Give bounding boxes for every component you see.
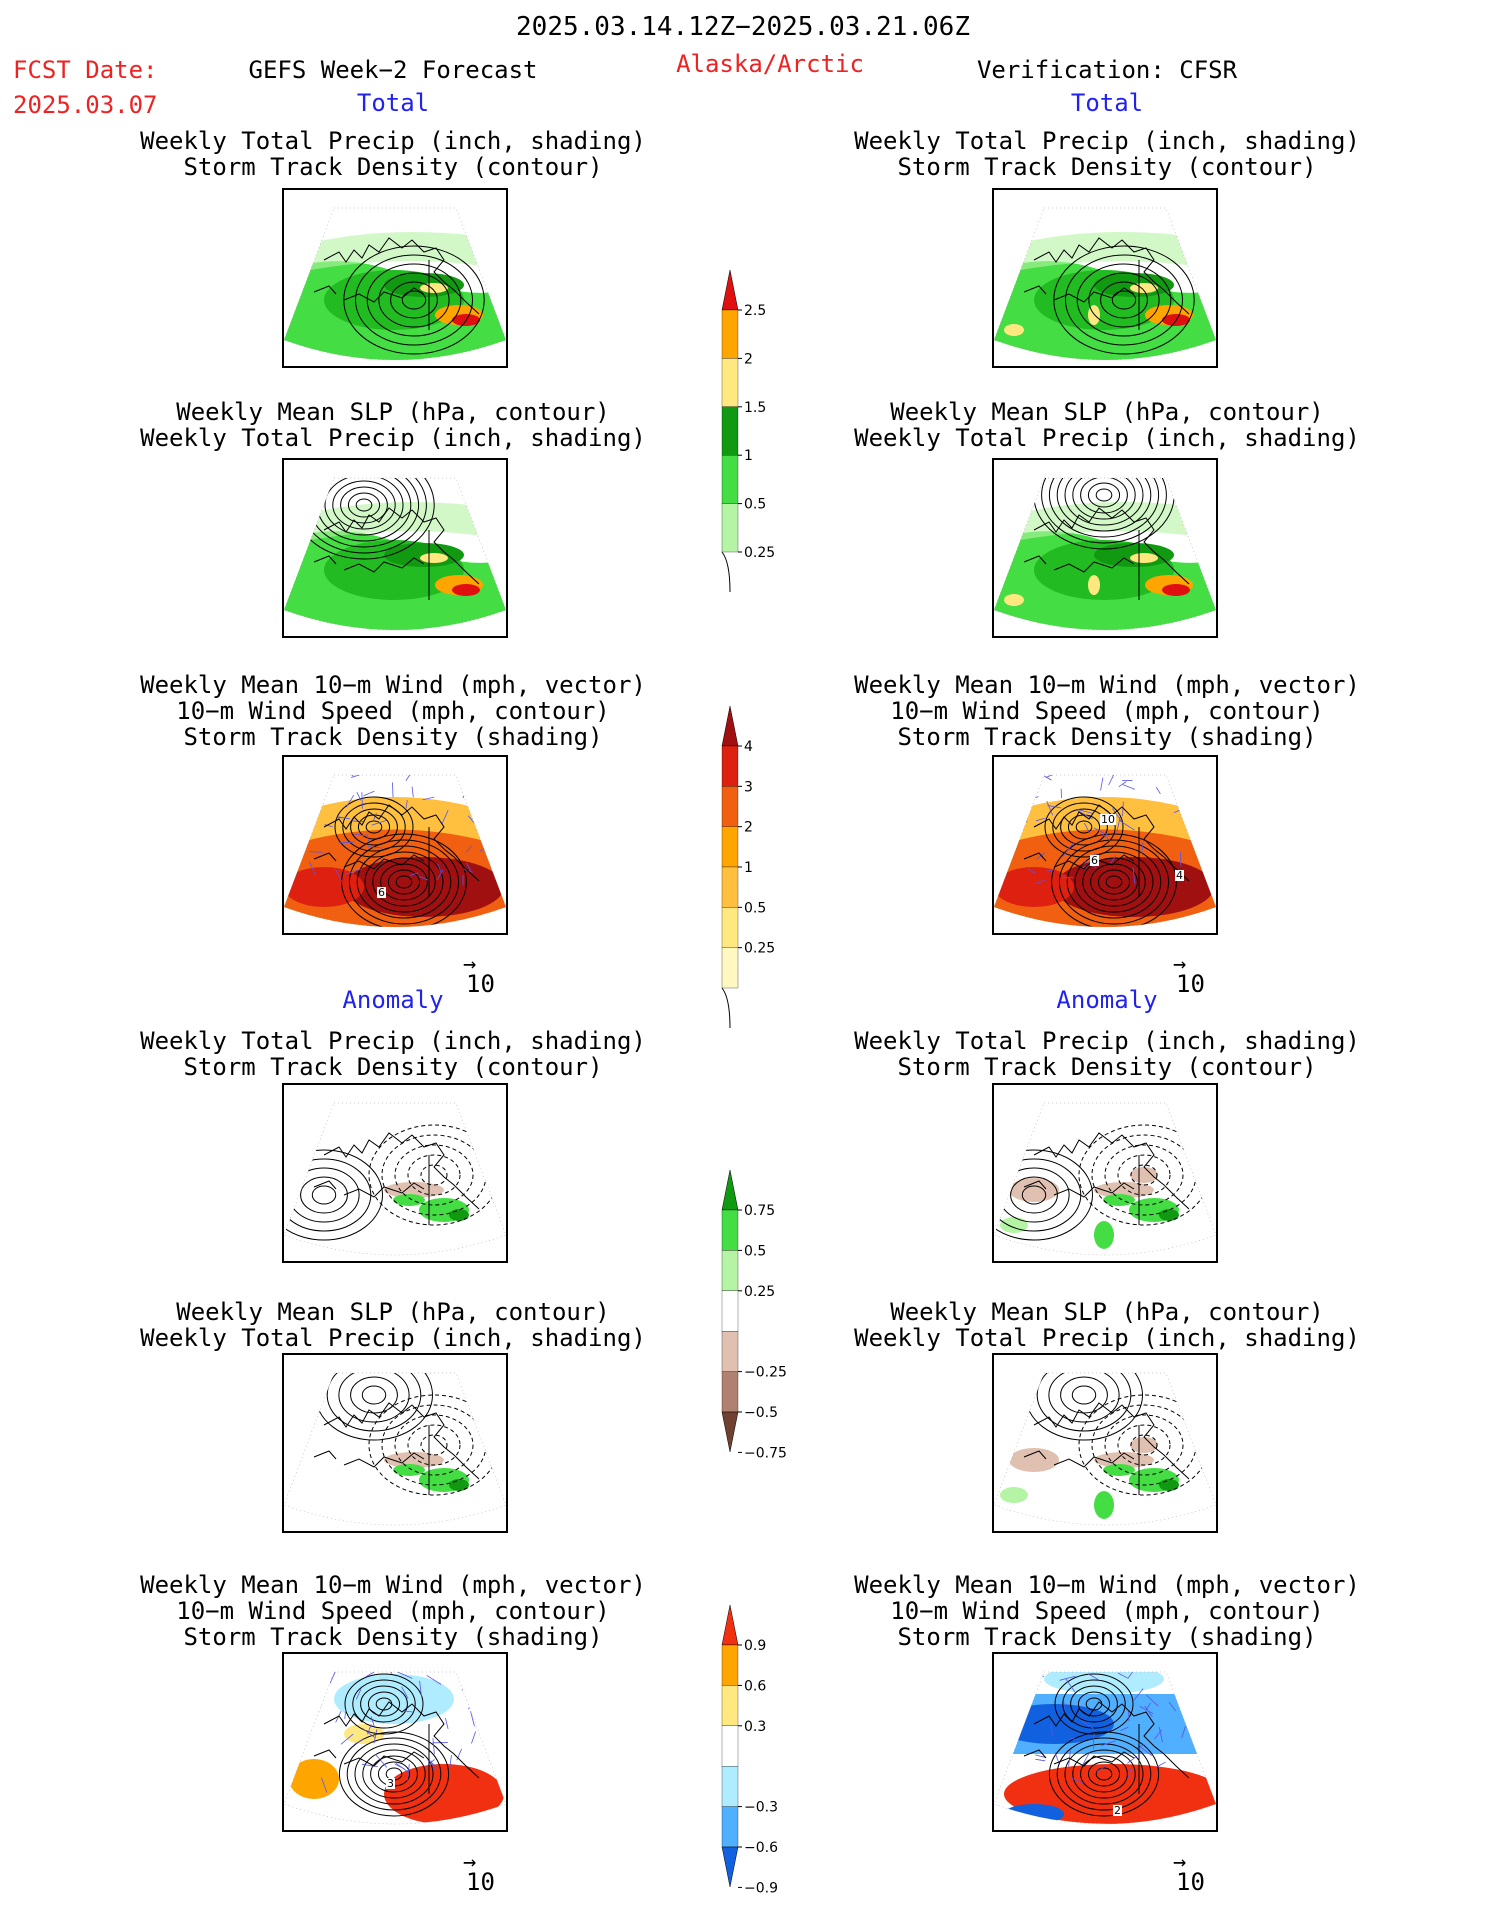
colorbar-track-total: 4 3 2 1 0.5 0.25 [721,705,775,1029]
section-total-right: Total [1070,89,1144,117]
contour-label-wind-total-right-1: 10 [1100,813,1116,826]
title-wind-anom-right-1: Weekly Mean 10−m Wind (mph, vector) [854,1571,1360,1599]
colorbar-tick-label: 0.6 [744,1678,766,1694]
title-wind-anom-left-2: 10−m Wind Speed (mph, contour) [176,1597,610,1625]
title-precip-track-anom-left-2: Storm Track Density (contour) [183,1053,603,1081]
map-slp-anom-right [992,1353,1218,1533]
colorbar-tick-label: 0.25 [744,545,775,561]
colorbar-tick-label: 2 [744,820,753,836]
title-slp-anom-left-2: Weekly Total Precip (inch, shading) [140,1324,646,1352]
map-wind-total-left [282,755,508,935]
colorbar-tick-label: −0.6 [744,1840,778,1856]
title-precip-track-total-left-2: Storm Track Density (contour) [183,153,603,181]
colorbar-tick-label: 0.9 [744,1638,766,1654]
ref-arrow-icon-total-right: → [1173,952,1187,977]
map-precip-track-anom-left [282,1083,508,1263]
colorbar-tick-label: 0.25 [744,1284,775,1300]
contour-label-wind-total-right-3: 4 [1175,869,1184,882]
title-slp-total-left-1: Weekly Mean SLP (hPa, contour) [176,398,610,426]
colorbar-tick-label: −0.5 [744,1405,778,1421]
ref-arrow-icon-total-left: → [463,952,477,977]
colorbar-tick-label: 0.5 [744,497,766,513]
ref-vector-anom-left: 10 [466,1868,495,1896]
fcst-date: 2025.03.07 [13,91,158,119]
title-wind-anom-left-3: Storm Track Density (shading) [183,1623,603,1651]
title-wind-total-left-3: Storm Track Density (shading) [183,723,603,751]
map-slp-anom-left [282,1353,508,1533]
title-wind-total-left-2: 10−m Wind Speed (mph, contour) [176,697,610,725]
colorbar-precip-anom: 0.75 0.5 0.25 −0.25 −0.5 −0.75 [721,1169,787,1461]
section-anomaly-right: Anomaly [1056,986,1158,1014]
title-wind-anom-left-1: Weekly Mean 10−m Wind (mph, vector) [140,1571,646,1599]
ref-arrow-icon-anom-right: → [1173,1850,1187,1875]
title-wind-anom-right-3: Storm Track Density (shading) [897,1623,1317,1651]
period-title: 2025.03.14.12Z−2025.03.21.06Z [516,12,970,42]
region-title: Alaska/Arctic [676,50,864,78]
ref-vector-anom-right: 10 [1176,1868,1205,1896]
section-total-left: Total [356,89,430,117]
title-wind-total-right-3: Storm Track Density (shading) [897,723,1317,751]
colorbar-tick-label: 1.5 [744,400,766,416]
colorbar-tick-label: 0.3 [744,1719,766,1735]
colorbar-tick-label: 0.5 [744,900,766,916]
colorbar-tick-label: −0.3 [744,1800,778,1816]
colorbar-tick-label: 2 [744,351,753,367]
ref-arrow-icon-anom-left: → [463,1850,477,1875]
title-slp-total-right-1: Weekly Mean SLP (hPa, contour) [890,398,1324,426]
map-wind-anom-left [282,1652,508,1832]
colorbar-tick-label: 1 [744,860,753,876]
model-title: GEFS Week−2 Forecast [248,56,538,84]
contour-label-wind-anom-left: 3 [386,1777,395,1790]
contour-label-wind-total-right-2: 6 [1090,854,1099,867]
colorbar-tick-label: 3 [744,779,753,795]
title-precip-track-total-right-2: Storm Track Density (contour) [897,153,1317,181]
fcst-label: FCST Date: [13,56,158,84]
title-precip-track-anom-left-1: Weekly Total Precip (inch, shading) [140,1027,646,1055]
title-precip-track-anom-right-1: Weekly Total Precip (inch, shading) [854,1027,1360,1055]
map-precip-track-total-left [282,188,508,368]
map-slp-precip-total-right [992,458,1218,638]
colorbar-tick-label: −0.75 [744,1445,787,1461]
colorbar-tick-label: −0.25 [744,1365,787,1381]
title-slp-anom-right-1: Weekly Mean SLP (hPa, contour) [890,1298,1324,1326]
map-wind-total-right [992,755,1218,935]
title-wind-total-left-1: Weekly Mean 10−m Wind (mph, vector) [140,671,646,699]
title-slp-total-right-2: Weekly Total Precip (inch, shading) [854,424,1360,452]
colorbar-tick-label: 1 [744,448,753,464]
colorbar-tick-label: 0.75 [744,1203,775,1219]
map-precip-track-total-right [992,188,1218,368]
colorbar-track-anom: 0.9 0.6 0.3 −0.3 −0.6 −0.9 [721,1604,778,1896]
title-wind-total-right-2: 10−m Wind Speed (mph, contour) [890,697,1324,725]
contour-label-wind-total-left: 6 [377,886,386,899]
title-precip-track-total-right-1: Weekly Total Precip (inch, shading) [854,127,1360,155]
title-slp-total-left-2: Weekly Total Precip (inch, shading) [140,424,646,452]
map-wind-anom-right [992,1652,1218,1832]
colorbar-precip-total: 2.5 2 1.5 1 0.5 0.25 [721,269,775,593]
title-slp-anom-left-1: Weekly Mean SLP (hPa, contour) [176,1298,610,1326]
ref-vector-total-right: 10 [1176,970,1205,998]
colorbar-tick-label: 4 [744,739,753,755]
colorbar-tick-label: 0.5 [744,1243,766,1259]
map-precip-track-anom-right [992,1083,1218,1263]
colorbar-tick-label: 0.25 [744,941,775,957]
title-wind-anom-right-2: 10−m Wind Speed (mph, contour) [890,1597,1324,1625]
title-wind-total-right-1: Weekly Mean 10−m Wind (mph, vector) [854,671,1360,699]
colorbar-tick-label: −0.9 [744,1880,778,1896]
title-precip-track-anom-right-2: Storm Track Density (contour) [897,1053,1317,1081]
ref-vector-total-left: 10 [466,970,495,998]
title-slp-anom-right-2: Weekly Total Precip (inch, shading) [854,1324,1360,1352]
title-precip-track-total-left-1: Weekly Total Precip (inch, shading) [140,127,646,155]
colorbar-tick-label: 2.5 [744,303,766,319]
map-slp-precip-total-left [282,458,508,638]
section-anomaly-left: Anomaly [342,986,444,1014]
contour-label-wind-anom-right: 2 [1113,1804,1122,1817]
verification-title: Verification: CFSR [976,56,1238,84]
